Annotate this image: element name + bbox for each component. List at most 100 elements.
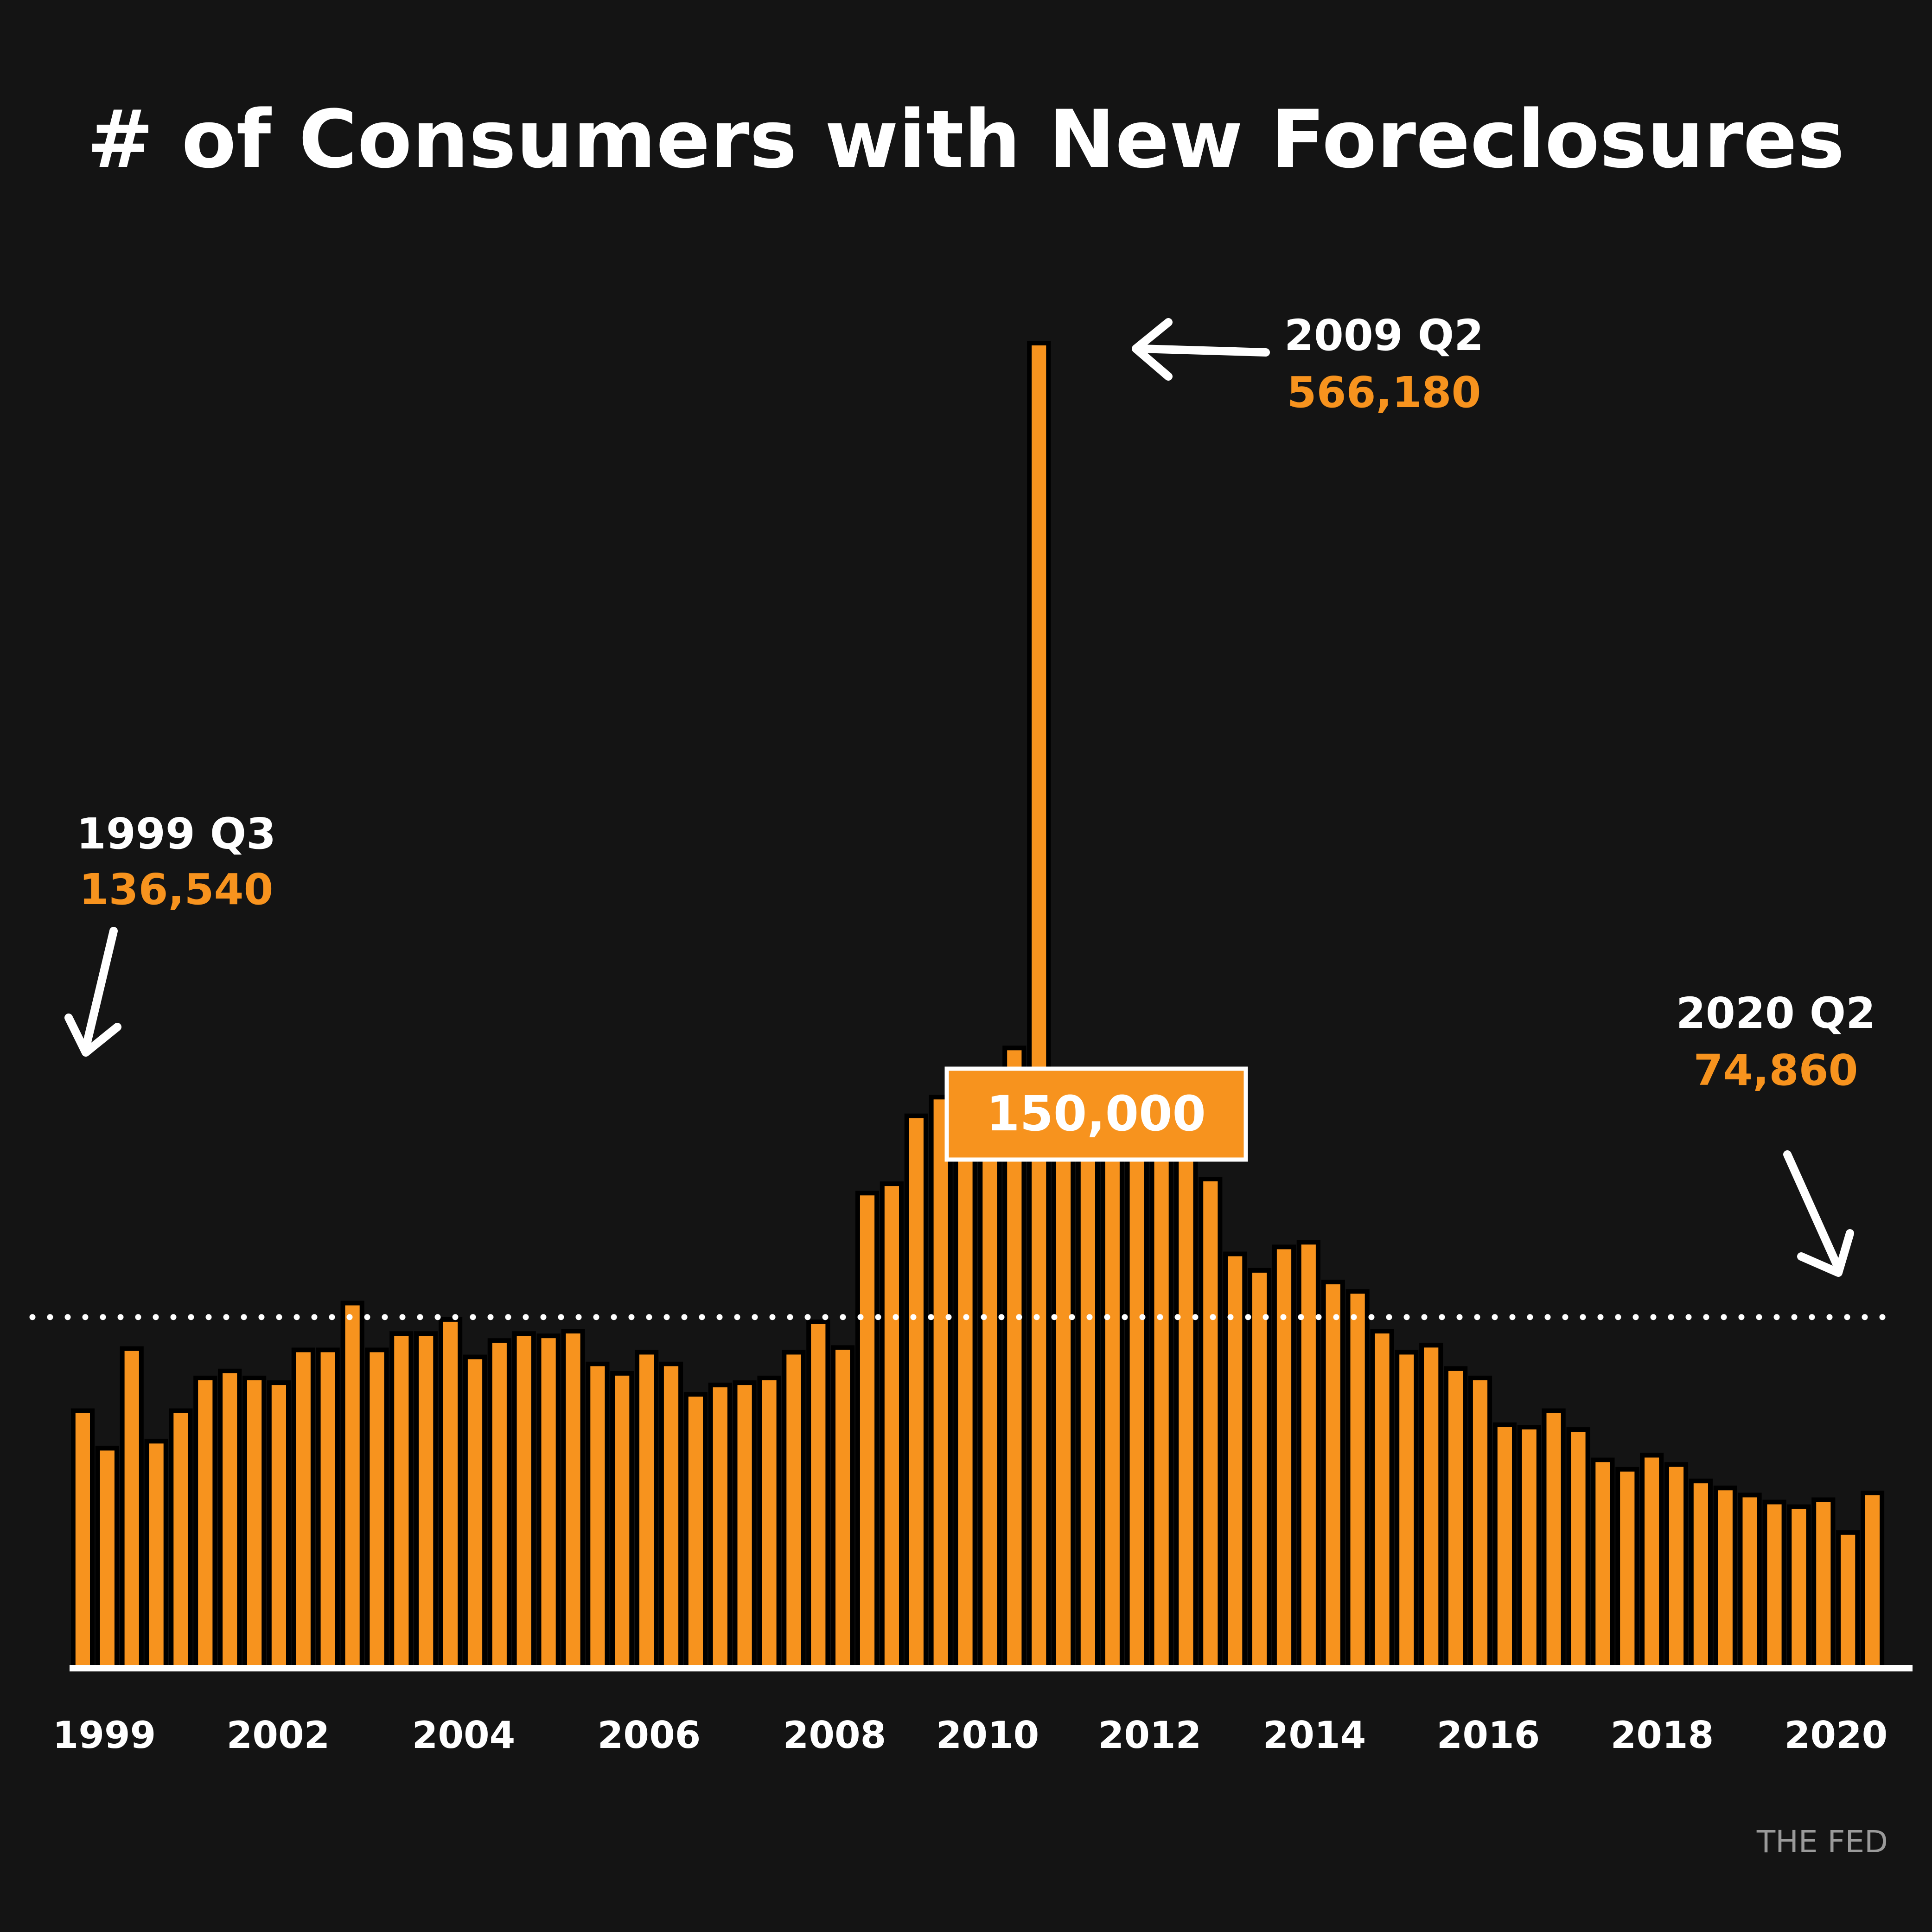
annotation-2009-q2-value: 566,180 (1287, 368, 1481, 417)
bar-2009-q4 (1125, 1083, 1149, 1671)
bar-2011-q2 (1272, 1244, 1296, 1671)
annotation-1999-q3-value: 136,540 (79, 865, 273, 914)
bar-1999-q2 (95, 1446, 119, 1671)
bar-2011-q4 (1321, 1280, 1345, 1671)
bar-1999-q4 (144, 1439, 168, 1671)
bar-2010-q1 (1149, 1102, 1173, 1671)
x-tick-label-2014: 2014 (1263, 1714, 1366, 1757)
bar-2007-q1 (855, 1191, 880, 1671)
annotation-1999-q3: 1999 Q3 136,540 (64, 809, 276, 1057)
bar-2015-q3 (1689, 1479, 1713, 1671)
bar-2002-q4 (439, 1317, 463, 1671)
x-tick-label-2016: 2016 (1437, 1714, 1540, 1757)
annotation-2020-q2-value: 74,860 (1693, 1046, 1858, 1095)
bar-2004-q1 (561, 1329, 585, 1671)
bar-2012-q4 (1419, 1343, 1443, 1671)
bar-2005-q3 (708, 1383, 732, 1671)
reference-label-box (944, 1066, 1248, 1162)
bar-2016-q3 (1787, 1504, 1811, 1671)
annotation-2009-q2: 2009 Q2 566,180 (1132, 311, 1484, 417)
bar-2004-q3 (610, 1371, 634, 1671)
bar-2005-q2 (683, 1392, 708, 1671)
bar-2002-q3 (414, 1331, 438, 1671)
bar-2001-q3 (316, 1347, 340, 1671)
source-credit: THE FED (1756, 1824, 1888, 1860)
chart-title: # of Consumers with New Foreclosures (87, 93, 1844, 186)
bar-2012-q2 (1370, 1329, 1394, 1671)
bar-2015-q2 (1664, 1462, 1689, 1671)
bar-2007-q3 (904, 1113, 928, 1671)
bar-2016-q1 (1738, 1492, 1762, 1671)
bar-2000-q2 (193, 1376, 217, 1671)
bar-2001-q2 (291, 1347, 315, 1671)
x-tick-label-2020: 2020 (1785, 1714, 1888, 1757)
bar-2001-q1 (267, 1380, 291, 1671)
x-tick-label-2008: 2008 (783, 1714, 886, 1757)
annotation-2009-q2-label: 2009 Q2 (1284, 311, 1484, 360)
bar-2005-q1 (659, 1361, 683, 1671)
bar-2000-q3 (218, 1368, 242, 1671)
x-tick-label-2006: 2006 (598, 1714, 701, 1757)
x-tick-labels: 1999 2002 2004 2006 2008 2010 2012 2014 2016 2018… (53, 1714, 1888, 1757)
bar-2013-q1 (1444, 1366, 1468, 1671)
annotation-2020-q2-label: 2020 Q2 (1676, 988, 1875, 1038)
bar-2014-q2 (1566, 1427, 1590, 1671)
bar-2006-q2 (782, 1350, 806, 1671)
bar-2005-q4 (733, 1380, 757, 1671)
bar-2009-q2 (1076, 1092, 1100, 1671)
x-tick-label-2004: 2004 (412, 1714, 516, 1757)
bar-2010-q4 (1223, 1251, 1247, 1671)
bar-2016-q4 (1811, 1497, 1836, 1671)
arrow-icon (1783, 1150, 1854, 1277)
reference-label-text: 150,000 (986, 1085, 1206, 1142)
x-tick-label-2012: 2012 (1098, 1714, 1202, 1757)
bar-2004-q4 (635, 1350, 659, 1671)
bar-2003-q2 (487, 1338, 511, 1671)
bar-2004-q2 (586, 1361, 610, 1671)
bar-2007-q2 (880, 1181, 904, 1671)
bar-2017-q1 (1836, 1530, 1860, 1671)
bar-2014-q3 (1591, 1457, 1615, 1671)
bars (70, 341, 1885, 1671)
reference-label: 150,000 (944, 1066, 1248, 1162)
bar-2002-q2 (389, 1331, 414, 1671)
x-tick-label-2002: 2002 (227, 1714, 330, 1757)
bar-2008-q1 (953, 1104, 977, 1671)
bar-2009-q1 (1052, 1073, 1076, 1671)
bar-2010-q3 (1199, 1177, 1223, 1671)
bar-2013-q4 (1517, 1425, 1541, 1671)
bar-2003-q3 (512, 1331, 536, 1671)
bar-2011-q1 (1248, 1268, 1272, 1671)
arrow-icon (1132, 318, 1270, 381)
bar-2015-q1 (1640, 1453, 1664, 1671)
bar-2003-q4 (536, 1333, 561, 1671)
bar-2009-q3 (1100, 1102, 1124, 1671)
bar-2001-q4 (340, 1301, 364, 1671)
bar-2008-q2 (978, 1125, 1002, 1671)
bar-2012-q1 (1345, 1289, 1370, 1671)
bar-1999-q1 (70, 1408, 95, 1671)
x-tick-label-1999: 1999 (53, 1714, 156, 1757)
annotation-2020-q2: 2020 Q2 74,860 (1676, 988, 1875, 1277)
bar-2000-q4 (242, 1376, 267, 1671)
bar-2012-q3 (1395, 1350, 1419, 1671)
bar-2000-q1 (169, 1408, 193, 1671)
bar-2006-q3 (806, 1319, 830, 1671)
bar-2008-q4 (1027, 341, 1051, 1671)
bar-2017-q2 (1860, 1491, 1885, 1671)
bar-2006-q1 (757, 1376, 781, 1671)
bar-2007-q4 (929, 1095, 953, 1671)
bar-2010-q2 (1174, 1111, 1198, 1671)
bar-2014-q1 (1542, 1408, 1566, 1671)
bar-2015-q4 (1713, 1486, 1737, 1671)
bar-2011-q3 (1296, 1240, 1320, 1671)
bar-2016-q2 (1762, 1499, 1786, 1671)
annotation-1999-q3-label: 1999 Q3 (77, 809, 276, 859)
arrow-icon (64, 927, 121, 1057)
bar-2006-q4 (831, 1345, 855, 1671)
x-tick-label-2010: 2010 (936, 1714, 1039, 1757)
bar-2013-q3 (1492, 1422, 1517, 1671)
bar-2002-q1 (365, 1347, 389, 1671)
bar-2003-q1 (463, 1354, 487, 1671)
